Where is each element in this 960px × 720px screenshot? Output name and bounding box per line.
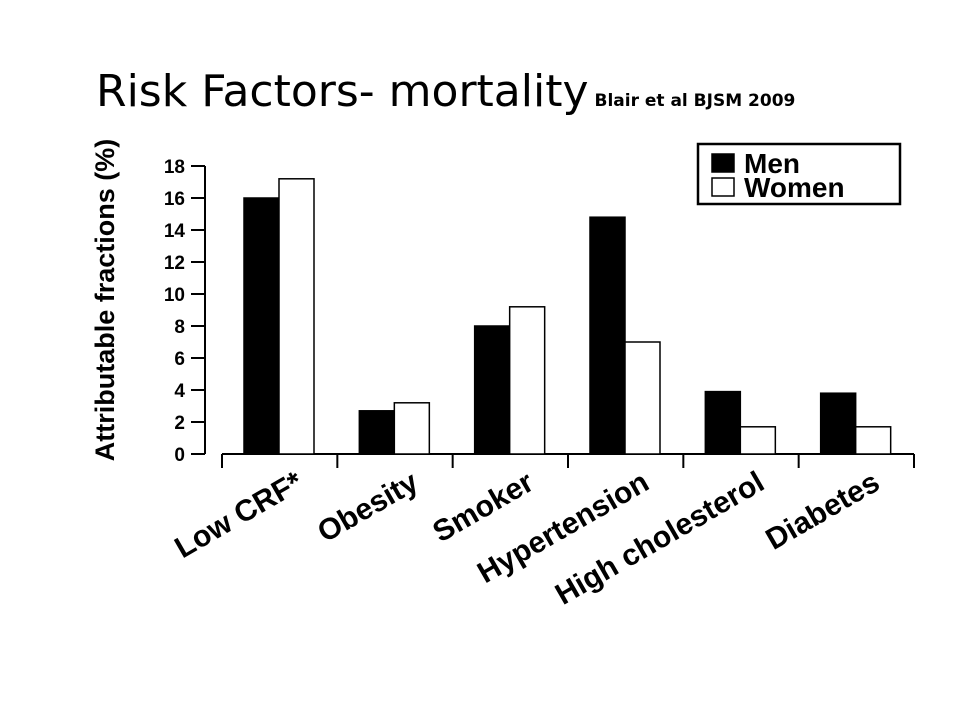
bar-men-hypertension (589, 216, 626, 455)
bar-women-smoker (508, 306, 546, 455)
y-tick-label: 2 (174, 413, 185, 434)
bar-men-smoker (473, 325, 511, 455)
bar-women-high-cholesterol (739, 426, 777, 455)
x-category-label: Diabetes (760, 465, 885, 556)
bar-women-low-crf (278, 178, 315, 455)
y-tick-label: 18 (164, 157, 185, 178)
bar-women-hypertension (624, 341, 661, 455)
y-axis: 0 2 4 6 8 10 12 14 16 18 (164, 157, 206, 466)
y-tick-label: 0 (174, 445, 185, 466)
y-tick-label: 4 (174, 381, 185, 402)
y-tick-label: 12 (164, 253, 185, 274)
bar-women-obesity (393, 402, 431, 455)
title-main: Risk Factors- mortality (96, 66, 589, 117)
x-category-label: Low CRF* (169, 465, 308, 565)
bar-men-obesity (358, 410, 396, 455)
bar-men-high-cholesterol (704, 390, 742, 455)
bar-men-low-crf (243, 197, 280, 455)
legend-swatch-men (711, 153, 735, 173)
x-category-label: High cholesterol (550, 465, 770, 611)
y-tick-label: 16 (164, 189, 185, 210)
x-category-label: Obesity (312, 465, 424, 549)
y-tick-label: 8 (174, 317, 185, 338)
slide-title: Risk Factors- mortality Blair et al BJSM … (96, 66, 795, 117)
legend-label-men: Men (744, 148, 800, 179)
y-tick-label: 6 (174, 349, 185, 370)
legend-label-women: Women (744, 172, 845, 203)
y-tick-label: 10 (164, 285, 185, 306)
bar-men-diabetes (819, 392, 857, 455)
y-tick-label: 14 (164, 221, 186, 242)
bar-women-diabetes (854, 426, 892, 455)
x-axis (221, 453, 915, 468)
y-axis-title: Attributable fractions (%) (90, 139, 120, 462)
citation: Blair et al BJSM 2009 (594, 91, 796, 111)
legend-swatch-women (711, 177, 735, 197)
bars (243, 178, 892, 455)
